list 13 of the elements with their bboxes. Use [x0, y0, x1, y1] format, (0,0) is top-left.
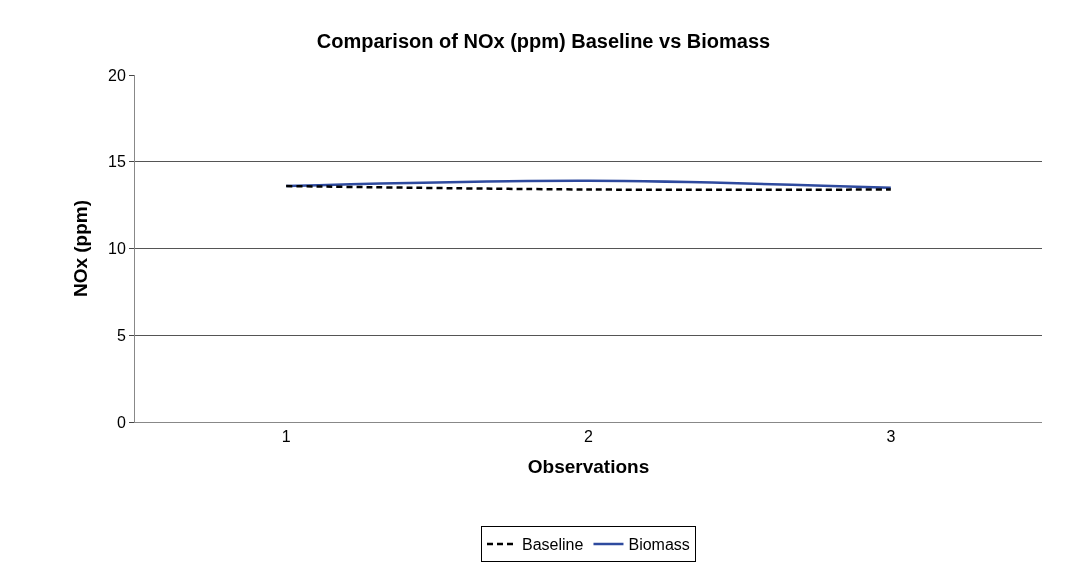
x-tick-label: 3	[886, 428, 896, 446]
x-axis-title: Observations	[527, 456, 650, 477]
legend-label: Biomass	[628, 536, 690, 554]
y-axis-title: NOx (ppm)	[69, 199, 91, 298]
y-tick-label: 10	[108, 240, 126, 258]
x-tick-label: 2	[584, 428, 594, 446]
y-tick-label: 15	[108, 153, 126, 171]
x-tick-label: 1	[281, 428, 291, 446]
y-tick-label: 0	[116, 413, 126, 431]
y-tick-label: 20	[108, 66, 126, 84]
y-tick-label: 5	[116, 326, 126, 344]
chart-title: Comparison of NOx (ppm) Baseline vs Biomass	[316, 30, 771, 53]
legend-label: Baseline	[522, 536, 584, 554]
